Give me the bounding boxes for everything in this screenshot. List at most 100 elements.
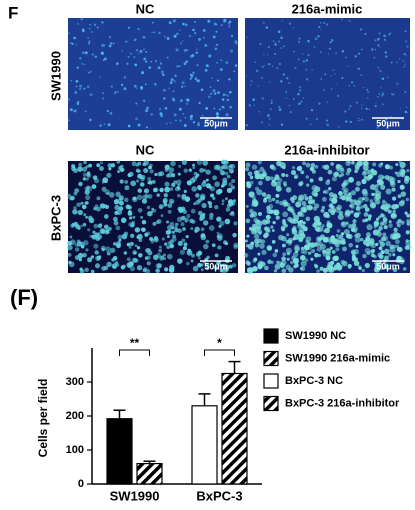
- cell: [305, 59, 309, 62]
- cell: [168, 21, 172, 25]
- cell: [406, 244, 412, 250]
- cell: [172, 90, 175, 92]
- cell: [387, 176, 394, 183]
- cell: [73, 109, 77, 113]
- cell: [268, 117, 271, 120]
- cell: [380, 87, 382, 89]
- legend-label: SW1990 216a-mimic: [285, 352, 390, 364]
- cell: [164, 107, 168, 110]
- cell: [268, 198, 273, 203]
- cell: [355, 181, 361, 187]
- cell: [77, 166, 83, 172]
- cell: [285, 97, 287, 99]
- cell: [179, 249, 185, 255]
- cell: [133, 251, 137, 255]
- cell: [192, 166, 196, 170]
- cell: [404, 211, 408, 215]
- cell: [306, 204, 313, 211]
- cell: [82, 252, 87, 258]
- cell: [379, 180, 385, 186]
- cell: [114, 91, 117, 93]
- cell: [200, 234, 207, 241]
- cell: [205, 118, 209, 122]
- cell: [298, 102, 301, 106]
- cell: [229, 264, 233, 269]
- cell: [226, 98, 229, 102]
- cell: [258, 231, 262, 235]
- cell: [149, 237, 154, 241]
- cell: [69, 108, 73, 112]
- cell: [136, 87, 138, 89]
- cell: [186, 261, 190, 266]
- cell: [224, 171, 229, 176]
- legend-swatch: [263, 373, 279, 389]
- cell: [205, 169, 211, 175]
- cell: [374, 183, 379, 188]
- cell: [316, 236, 322, 243]
- cell: [279, 162, 286, 169]
- cell: [305, 240, 310, 244]
- cell: [136, 235, 140, 239]
- cell: [341, 18, 344, 21]
- cell: [376, 231, 382, 237]
- cell: [255, 69, 259, 73]
- cell: [339, 195, 343, 200]
- cell: [210, 193, 215, 198]
- cell: [309, 178, 314, 183]
- cell: [134, 227, 141, 233]
- cell: [268, 203, 274, 209]
- cell: [151, 207, 155, 211]
- cell: [300, 100, 303, 103]
- cell: [185, 23, 188, 27]
- cell: [267, 259, 272, 265]
- cell: [141, 220, 147, 225]
- cell: [181, 238, 186, 243]
- cell: [200, 195, 206, 201]
- cell: [87, 228, 91, 232]
- cell: [385, 240, 391, 247]
- cell: [221, 165, 225, 169]
- cell: [354, 165, 360, 171]
- cell: [109, 111, 113, 115]
- cell: [218, 224, 222, 228]
- cell: [314, 219, 321, 226]
- cell: [141, 227, 146, 232]
- cell: [313, 263, 318, 267]
- cell: [211, 77, 213, 79]
- cell: [390, 61, 393, 64]
- cell: [205, 239, 210, 244]
- cell: [133, 39, 136, 42]
- y-tick-label: 300: [66, 376, 84, 388]
- cell: [261, 77, 263, 79]
- cell: [406, 111, 408, 114]
- cell: [341, 222, 345, 226]
- cell: [376, 126, 379, 129]
- cell: [182, 209, 188, 215]
- cell: [86, 171, 91, 175]
- cell: [293, 50, 295, 53]
- cell: [182, 22, 185, 26]
- cell: [85, 248, 89, 252]
- cell: [173, 180, 177, 184]
- cell: [168, 87, 170, 90]
- cell: [85, 215, 88, 219]
- y-axis-label: Cells per field: [36, 379, 50, 458]
- scale-bar-label: 50μm: [204, 118, 228, 128]
- cell: [343, 228, 350, 235]
- cell: [167, 253, 173, 260]
- cell: [337, 213, 344, 221]
- cell: [88, 42, 91, 45]
- cell: [197, 121, 200, 125]
- cell: [166, 174, 170, 178]
- cell: [261, 97, 264, 100]
- cell: [344, 209, 351, 216]
- y-tick-label: 100: [66, 444, 84, 456]
- cell: [99, 203, 106, 209]
- cell: [127, 56, 130, 58]
- cell: [393, 227, 398, 232]
- cell: [220, 23, 223, 27]
- cell: [157, 66, 161, 70]
- cell: [191, 54, 195, 57]
- significance-label: **: [130, 336, 140, 350]
- cell: [197, 262, 202, 268]
